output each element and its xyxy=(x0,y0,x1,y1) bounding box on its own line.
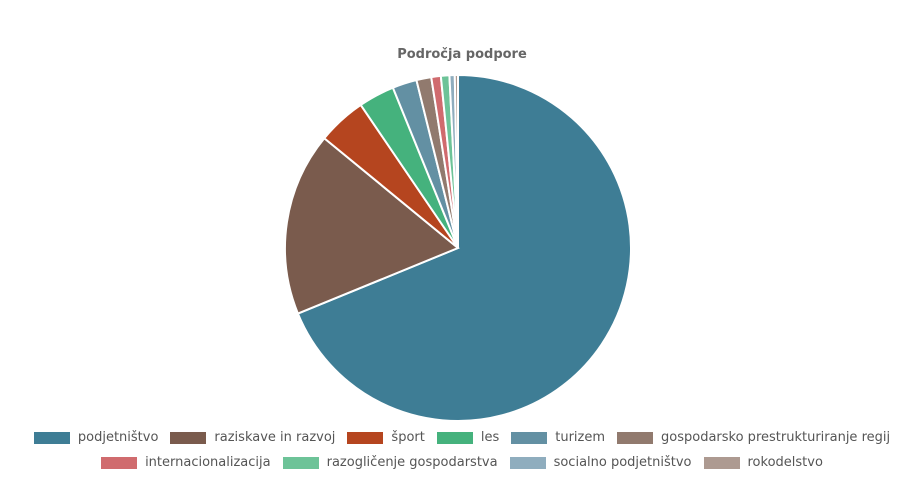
legend-label: podjetništvo xyxy=(77,430,159,445)
legend-item[interactable]: internacionalizacija xyxy=(101,455,271,470)
legend-item[interactable]: turizem xyxy=(511,430,605,445)
legend-label: šport xyxy=(391,430,425,445)
pie-slices xyxy=(284,73,632,422)
legend-swatch xyxy=(617,431,654,444)
legend-label: socialno podjetništvo xyxy=(553,455,692,470)
legend-row-1: podjetništvo raziskave in razvoj šport les t… xyxy=(0,430,924,445)
legend-item[interactable]: podjetništvo xyxy=(33,430,159,445)
legend-label: les xyxy=(480,430,500,445)
pie-slice-9[interactable] xyxy=(453,73,459,249)
legend-swatch xyxy=(509,456,546,469)
legend-item[interactable]: socialno podjetništvo xyxy=(509,455,692,470)
legend-label: turizem xyxy=(555,430,606,445)
legend-item[interactable]: razogličenje gospodarstva xyxy=(282,455,498,470)
pie-slice-0[interactable] xyxy=(296,73,632,422)
legend-item[interactable]: raziskave in razvoj xyxy=(170,430,335,445)
legend-swatch xyxy=(436,431,473,444)
legend-swatch xyxy=(703,456,740,469)
legend-swatch xyxy=(101,456,138,469)
legend-swatch xyxy=(33,431,70,444)
legend-label: internacionalizacija xyxy=(145,455,271,470)
legend-swatch xyxy=(347,431,384,444)
legend-label: razogličenje gospodarstva xyxy=(326,455,498,470)
chart-title: Področja podpore xyxy=(397,47,527,62)
legend-swatch xyxy=(511,431,548,444)
legend-label: rokodelstvo xyxy=(747,455,823,470)
legend-label: raziskave in razvoj xyxy=(214,430,336,445)
legend-label: gospodarsko prestrukturiranje regij xyxy=(661,430,891,445)
legend-item[interactable]: šport xyxy=(347,430,425,445)
pie-slice-1[interactable] xyxy=(284,136,460,315)
legend-row-2: internacionalizacija razogličenje gospoda… xyxy=(0,455,924,470)
legend-item[interactable]: les xyxy=(436,430,500,445)
legend-swatch xyxy=(170,431,207,444)
legend-item[interactable]: rokodelstvo xyxy=(703,455,823,470)
legend-swatch xyxy=(282,456,319,469)
legend-item[interactable]: gospodarsko prestrukturiranje regij xyxy=(617,430,890,445)
